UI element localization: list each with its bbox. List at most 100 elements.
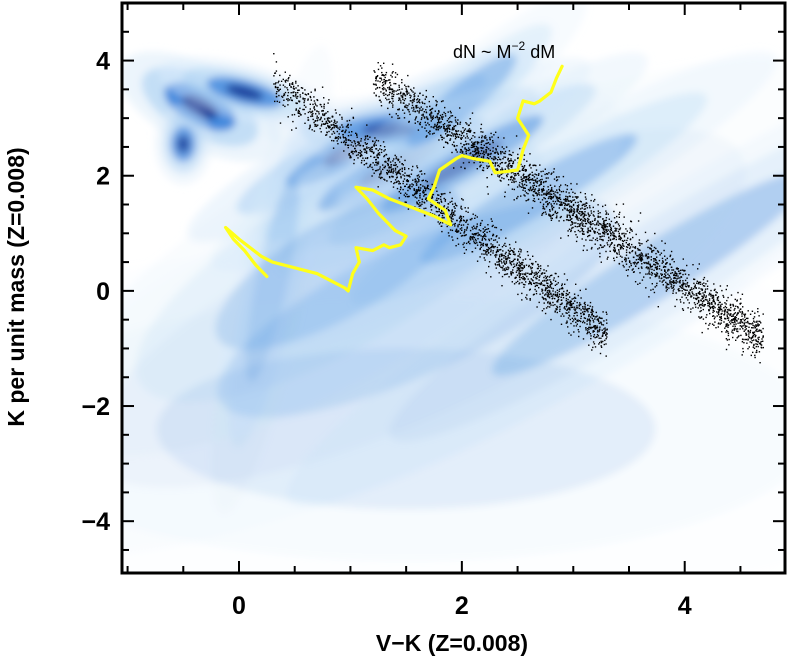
model-point xyxy=(553,277,555,279)
model-point xyxy=(302,108,304,111)
model-point xyxy=(703,300,705,302)
model-point xyxy=(413,193,416,196)
model-point xyxy=(364,135,367,137)
model-point xyxy=(674,271,676,273)
model-point xyxy=(638,242,640,244)
model-point xyxy=(568,315,571,317)
model-point xyxy=(613,257,615,259)
model-point xyxy=(581,232,584,235)
model-point xyxy=(574,192,576,195)
model-point xyxy=(588,328,590,330)
model-point xyxy=(337,136,340,138)
model-point xyxy=(576,208,578,210)
model-point xyxy=(578,217,580,219)
model-point xyxy=(686,264,688,267)
model-point xyxy=(404,159,406,162)
model-point xyxy=(743,330,745,332)
model-point xyxy=(396,93,398,95)
model-point xyxy=(716,299,718,301)
model-point xyxy=(444,129,447,131)
model-point xyxy=(401,168,403,170)
model-point xyxy=(324,113,326,116)
model-point xyxy=(569,216,571,219)
model-point xyxy=(497,136,499,139)
model-point xyxy=(605,224,607,226)
model-point xyxy=(708,310,710,312)
model-point xyxy=(735,339,737,341)
model-point xyxy=(580,317,582,320)
model-point xyxy=(631,250,633,253)
model-point xyxy=(279,122,282,124)
model-point xyxy=(323,97,325,99)
model-point xyxy=(480,152,482,155)
model-point xyxy=(447,124,449,126)
model-point xyxy=(481,239,483,241)
model-point xyxy=(589,222,591,225)
model-point xyxy=(645,253,647,255)
model-point xyxy=(434,110,436,112)
model-point xyxy=(567,298,569,301)
model-point xyxy=(380,176,382,179)
model-point xyxy=(561,283,563,285)
model-point xyxy=(625,269,628,271)
model-point xyxy=(711,297,713,299)
model-point xyxy=(579,225,581,227)
model-point xyxy=(601,226,603,229)
model-point xyxy=(407,189,409,192)
model-point xyxy=(497,164,500,166)
model-point xyxy=(517,195,519,198)
model-point xyxy=(611,242,613,244)
model-point xyxy=(639,253,641,255)
model-point xyxy=(499,259,501,261)
model-point xyxy=(497,175,499,177)
model-point xyxy=(731,329,734,331)
model-point xyxy=(474,247,477,249)
model-point xyxy=(531,267,533,269)
model-point xyxy=(636,262,639,264)
model-point xyxy=(536,193,538,195)
model-point xyxy=(665,277,668,279)
model-point xyxy=(756,343,759,346)
model-point xyxy=(649,268,651,270)
model-point xyxy=(435,129,437,131)
model-point xyxy=(751,327,753,329)
model-point xyxy=(567,303,569,305)
model-point xyxy=(583,317,586,319)
model-point xyxy=(591,311,593,313)
model-point xyxy=(389,79,391,81)
model-point xyxy=(417,189,420,192)
model-point xyxy=(573,222,575,224)
model-point xyxy=(745,328,747,330)
model-point xyxy=(431,195,433,198)
model-point xyxy=(570,300,572,302)
model-point xyxy=(594,243,596,245)
model-point xyxy=(412,110,414,112)
model-point xyxy=(419,197,421,199)
model-point xyxy=(549,193,551,195)
model-point xyxy=(508,160,510,163)
model-point xyxy=(576,196,578,198)
model-point xyxy=(566,200,568,202)
model-point xyxy=(639,282,641,284)
model-point xyxy=(449,201,451,203)
model-point xyxy=(475,228,477,230)
model-point xyxy=(467,124,470,127)
model-point xyxy=(418,186,420,188)
model-point xyxy=(600,345,602,347)
model-point xyxy=(552,279,555,281)
model-point xyxy=(443,206,445,208)
model-point xyxy=(742,328,744,330)
model-point xyxy=(466,143,468,145)
model-point xyxy=(583,208,585,210)
model-point xyxy=(449,124,451,126)
model-point xyxy=(742,351,744,353)
model-point xyxy=(561,287,563,290)
model-point xyxy=(632,262,635,264)
model-point xyxy=(474,143,476,145)
model-point xyxy=(753,347,756,349)
model-point xyxy=(564,198,566,201)
model-point xyxy=(573,325,575,327)
model-point xyxy=(684,279,687,282)
model-point xyxy=(464,137,467,139)
model-point xyxy=(625,228,627,230)
